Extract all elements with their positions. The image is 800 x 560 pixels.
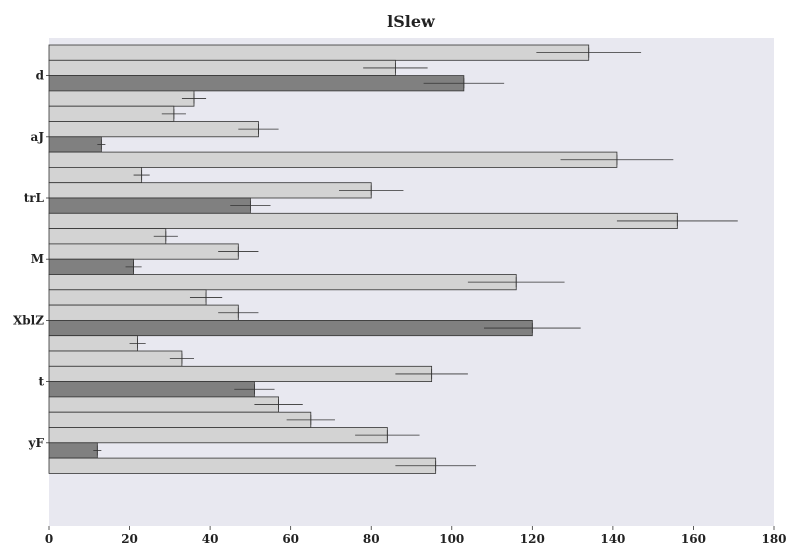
bar-yF-2 bbox=[48, 442, 98, 459]
x-tick-label-120: 120 bbox=[520, 532, 545, 546]
bar-d-1 bbox=[48, 59, 396, 76]
bar-M-3 bbox=[48, 274, 517, 291]
bar-t-2 bbox=[48, 381, 255, 398]
bar-trL-0 bbox=[48, 166, 143, 184]
bar-M-1 bbox=[48, 243, 239, 260]
bar-M-0 bbox=[48, 228, 167, 245]
bar-d-0 bbox=[48, 44, 590, 61]
bar-aJ-2 bbox=[48, 136, 102, 153]
bar-trL-2 bbox=[48, 197, 251, 214]
bar-trL-1 bbox=[48, 182, 372, 199]
category-label-yF: yF bbox=[28, 436, 45, 450]
bar-yF-0 bbox=[48, 411, 312, 428]
bar-XblZ-1 bbox=[48, 304, 239, 321]
bar-d-2 bbox=[48, 75, 465, 92]
bar-XblZ-2 bbox=[48, 319, 533, 337]
bar-trL-3 bbox=[48, 212, 678, 230]
bars-layer bbox=[48, 44, 678, 474]
category-label-XblZ: XblZ bbox=[13, 313, 44, 327]
error-bars-layer bbox=[93, 47, 738, 471]
bar-t-1 bbox=[48, 365, 433, 382]
x-axis: 0 20 40 60 80 100 120 140 160 180 bbox=[45, 526, 787, 546]
bar-XblZ-0 bbox=[48, 289, 207, 306]
x-tick-label-20: 20 bbox=[121, 532, 138, 546]
x-tick-label-80: 80 bbox=[363, 532, 380, 546]
x-tick-label-60: 60 bbox=[282, 532, 299, 546]
bar-yF-3 bbox=[48, 457, 437, 474]
x-tick-label-180: 180 bbox=[761, 532, 786, 546]
bar-aJ-0 bbox=[48, 105, 175, 122]
bar-yF-1 bbox=[48, 427, 388, 444]
y-axis: d aJ trL M XblZ t yF bbox=[13, 69, 49, 450]
x-tick-label-0: 0 bbox=[45, 532, 53, 546]
chart-title: lSlew bbox=[387, 12, 436, 31]
bar-t-3 bbox=[48, 396, 279, 413]
category-label-M: M bbox=[31, 252, 44, 266]
x-tick-label-40: 40 bbox=[202, 532, 219, 546]
category-label-trL: trL bbox=[24, 191, 45, 205]
x-tick-label-160: 160 bbox=[681, 532, 706, 546]
bar-d-3 bbox=[48, 90, 195, 107]
category-label-t: t bbox=[38, 375, 44, 389]
bar-aJ-3 bbox=[48, 151, 618, 168]
bar-XblZ-3 bbox=[48, 335, 139, 352]
bar-M-2 bbox=[48, 258, 134, 275]
x-tick-label-140: 140 bbox=[600, 532, 625, 546]
bar-aJ-1 bbox=[48, 121, 259, 138]
category-label-d: d bbox=[36, 69, 45, 83]
bar-t-0 bbox=[48, 350, 183, 367]
category-label-aJ: aJ bbox=[31, 130, 45, 144]
x-tick-label-100: 100 bbox=[439, 532, 464, 546]
